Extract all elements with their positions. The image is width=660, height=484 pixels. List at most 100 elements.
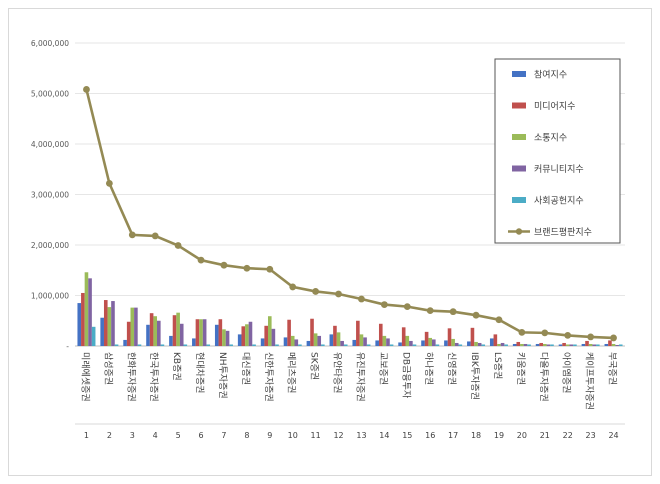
line-point <box>449 308 457 316</box>
bar <box>398 342 402 346</box>
bar <box>500 342 505 346</box>
x-rank-label: 2 <box>107 431 112 440</box>
x-rank-label: 4 <box>153 431 158 440</box>
bar <box>206 344 211 346</box>
x-rank-label: 22 <box>563 431 573 440</box>
line-point <box>472 311 480 319</box>
bar <box>294 339 299 346</box>
line-point <box>312 288 320 295</box>
line-point <box>289 283 297 291</box>
bar <box>248 321 253 346</box>
bar <box>604 343 609 346</box>
bar <box>424 331 429 346</box>
bar <box>218 319 223 346</box>
x-rank-label: 5 <box>176 431 181 440</box>
legend-marker <box>512 134 526 140</box>
bar <box>535 343 540 346</box>
x-rank-label: 6 <box>198 431 203 440</box>
line-point <box>128 231 136 239</box>
bar <box>562 342 566 346</box>
bar <box>366 344 371 346</box>
x-rank-label: 3 <box>130 431 135 440</box>
line-point <box>335 290 342 298</box>
line-point <box>358 295 365 303</box>
bar <box>477 342 482 346</box>
bar <box>588 343 593 346</box>
x-category-label: 아이엠증권 <box>561 352 573 393</box>
x-rank-label: 11 <box>311 431 321 440</box>
bar <box>287 319 291 346</box>
x-rank-label: 15 <box>402 431 412 440</box>
bar <box>386 338 390 346</box>
x-category-label: 케이프투자증권 <box>584 352 596 410</box>
x-category-label: NH투자증권 <box>217 352 229 399</box>
bar <box>611 343 616 346</box>
x-category-label: 삼성증권 <box>102 352 114 385</box>
bar <box>199 319 203 346</box>
x-rank-label: 14 <box>379 431 389 440</box>
x-rank-label: 8 <box>244 431 249 440</box>
y-tick-label: 4,000,000 <box>31 140 69 149</box>
y-tick-label: 1,000,000 <box>31 292 69 301</box>
chart-frame: 6,000,000 5,000,000 4,000,000 3,000,000 2,00… <box>8 8 652 476</box>
bar <box>569 344 574 346</box>
line-point <box>587 333 595 341</box>
bar <box>581 343 586 346</box>
line-point <box>220 261 228 269</box>
bar <box>470 327 475 346</box>
x-category-label: SK증권 <box>309 352 321 380</box>
bar <box>382 335 387 346</box>
bar <box>375 340 379 346</box>
bar <box>618 344 623 346</box>
bar <box>107 307 112 346</box>
bar <box>77 303 82 346</box>
bar <box>504 344 508 346</box>
bar <box>271 328 276 346</box>
bar <box>229 344 233 346</box>
x-category-label: 신한투자증권 <box>263 352 275 402</box>
bar <box>146 324 150 346</box>
bar <box>126 321 131 346</box>
bar <box>458 344 463 346</box>
bar <box>267 316 272 346</box>
bar <box>615 344 619 346</box>
bar <box>317 335 322 346</box>
x-category-label: 하나증권 <box>423 352 435 385</box>
y-axis: 6,000,000 5,000,000 4,000,000 3,000,000 2,00… <box>31 39 69 351</box>
x-category-label: 현대차증권 <box>194 352 206 393</box>
bar <box>573 344 577 346</box>
legend-marker <box>512 71 526 77</box>
bar <box>202 319 207 346</box>
legend-label: 소통지수 <box>534 133 567 144</box>
bar <box>237 334 242 346</box>
bar <box>157 320 161 346</box>
bar <box>260 338 265 346</box>
legend-label: 사회공헌지수 <box>534 196 584 207</box>
bar <box>542 343 547 346</box>
bar <box>412 344 417 346</box>
bar <box>130 307 135 346</box>
bar <box>363 337 367 346</box>
bar <box>298 344 302 346</box>
bar <box>84 272 89 346</box>
y-tick-label: 3,000,000 <box>31 191 69 200</box>
x-category-label: 유안타증권 <box>332 352 344 393</box>
brand-reputation-chart: 6,000,000 5,000,000 4,000,000 3,000,000 2,00… <box>31 39 625 440</box>
bar <box>550 344 554 346</box>
bar <box>176 312 180 346</box>
bar <box>343 344 348 346</box>
bar <box>352 339 357 346</box>
bar-series <box>77 272 623 346</box>
legend-label: 참여지수 <box>534 69 567 81</box>
line-point <box>518 328 526 336</box>
bar <box>421 340 425 346</box>
bar <box>103 300 108 346</box>
x-category-label: IBK투자증권 <box>469 352 481 400</box>
bar <box>245 324 249 346</box>
legend-marker <box>512 197 526 203</box>
bar <box>88 278 92 346</box>
x-axis: 미래에셋증권 1 삼성증권 2 한화투자증권 3 한국투자증권 4 KB증권 5 현대차증권 6 NH투… <box>75 352 625 440</box>
x-category-label: 메리츠증권 <box>286 352 298 393</box>
legend-marker <box>512 102 526 109</box>
